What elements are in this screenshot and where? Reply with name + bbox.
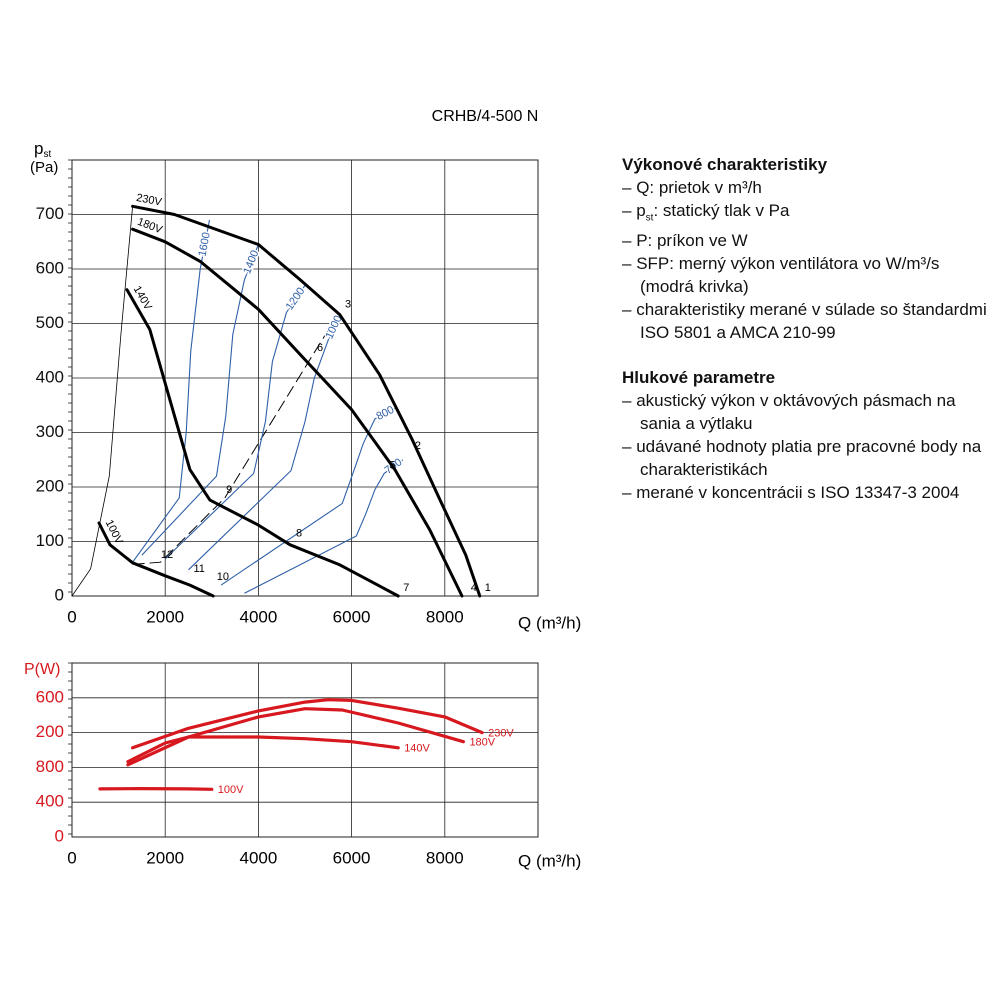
bullet-list: Q: prietok v m³/hpst: statický tlak v Pa… <box>622 176 992 344</box>
series-line <box>98 787 214 791</box>
sfp-label: 800 <box>374 404 396 423</box>
series-line <box>97 521 215 598</box>
bullet-item: P: príkon ve W <box>622 229 992 252</box>
point-label: 5 <box>389 459 395 471</box>
y-axis-unit: (Pa) <box>30 159 58 176</box>
item-text: : statický tlak v Pa <box>653 201 790 220</box>
y-tick-label: 400 <box>36 367 64 386</box>
y-axis-label: P(W) <box>24 661 60 678</box>
dashed-line <box>132 311 341 565</box>
x-axis-label: Q (m³/h) <box>518 851 581 870</box>
point-label: 1 <box>485 582 491 594</box>
section-heading: Hlukové parametre <box>622 368 776 388</box>
series-label: 230V <box>135 192 163 209</box>
y-tick-label: 200 <box>36 476 64 495</box>
bullet-item: udávané hodnoty platia pre pracovné body… <box>622 435 992 481</box>
series-line <box>131 204 482 598</box>
sfp-line <box>141 244 259 556</box>
bullet-list: akustický výkon v oktávových pásmach na … <box>622 389 992 504</box>
bullet-item: pst: statický tlak v Pa <box>622 199 992 229</box>
point-label: 12 <box>161 549 173 561</box>
item-sub: st <box>645 212 654 224</box>
series-label: 100V <box>218 784 244 796</box>
sfp-line <box>220 407 397 586</box>
y-axis-label: pst <box>34 139 51 159</box>
series-label: 140V <box>404 743 430 755</box>
series-label: 230V <box>488 728 514 740</box>
bullet-item: merané v koncentrácii s ISO 13347-3 2004 <box>622 481 992 504</box>
sfp-line <box>244 459 404 594</box>
point-label: 6 <box>317 342 323 354</box>
series-label: 100V <box>103 518 126 547</box>
point-label: 7 <box>403 582 409 594</box>
y-tick-label: 0 <box>55 585 64 604</box>
y-tick-label: 400 <box>36 792 64 811</box>
x-tick-label: 2000 <box>146 848 184 867</box>
y-tick-label: 800 <box>36 757 64 776</box>
point-label: 10 <box>217 571 229 583</box>
y-tick-label: 300 <box>36 422 64 441</box>
bullet-item: SFP: merný výkon ventilátora vo W/m³/s (… <box>622 252 992 298</box>
series-label: 140V <box>131 284 155 313</box>
x-axis-label: Q (m³/h) <box>518 613 581 632</box>
x-tick-label: 8000 <box>426 607 464 626</box>
plot-frame <box>71 662 539 838</box>
x-tick-label: 6000 <box>333 848 371 867</box>
sfp-line <box>132 219 211 563</box>
bullet-item: akustický výkon v oktávových pásmach na … <box>622 389 992 435</box>
point-label: 2 <box>415 440 421 452</box>
bullet-item: Q: prietok v m³/h <box>622 176 992 199</box>
y-label-sub: st <box>43 149 51 160</box>
series-line <box>125 288 400 598</box>
series-label: 180V <box>469 737 495 749</box>
notes: Výkonové charakteristiky Q: prietok v m³/… <box>622 153 992 526</box>
sfp-line <box>164 284 306 560</box>
x-tick-label: 4000 <box>239 607 277 626</box>
x-tick-label: 0 <box>67 848 76 867</box>
series-line <box>126 707 465 767</box>
section-heading: Výkonové charakteristiky <box>622 155 828 174</box>
chart-title: CRHB/4-500 N <box>432 108 539 125</box>
sfp-line <box>188 314 341 571</box>
y-tick-label: 700 <box>36 204 64 223</box>
item-text: p <box>636 201 646 220</box>
y-label-main: p <box>34 139 43 158</box>
y-tick-label: 100 <box>36 531 64 550</box>
x-tick-label: 0 <box>67 607 76 626</box>
point-label: 9 <box>226 484 232 496</box>
point-label: 11 <box>194 563 205 575</box>
x-tick-label: 6000 <box>333 607 371 626</box>
x-tick-label: 2000 <box>146 607 184 626</box>
y-tick-label: 600 <box>36 687 64 706</box>
y-tick-label: 0 <box>55 826 64 845</box>
series-line <box>131 698 484 750</box>
system-curve <box>71 206 133 597</box>
sfp-label: 1600 <box>197 231 213 257</box>
series-line <box>126 735 400 764</box>
y-tick-label: 500 <box>36 313 64 332</box>
y-tick-label: 200 <box>36 722 64 741</box>
point-label: 4 <box>471 582 477 594</box>
bullet-item: charakteristiky merané v súlade so štand… <box>622 298 992 344</box>
x-tick-label: 8000 <box>426 848 464 867</box>
sfp-label: 1200 <box>284 285 308 312</box>
plot-frame <box>71 159 539 597</box>
series-line <box>131 227 464 598</box>
x-tick-label: 4000 <box>239 848 277 867</box>
y-tick-label: 600 <box>36 258 64 277</box>
point-label: 8 <box>296 527 302 539</box>
point-label: 3 <box>345 299 351 311</box>
